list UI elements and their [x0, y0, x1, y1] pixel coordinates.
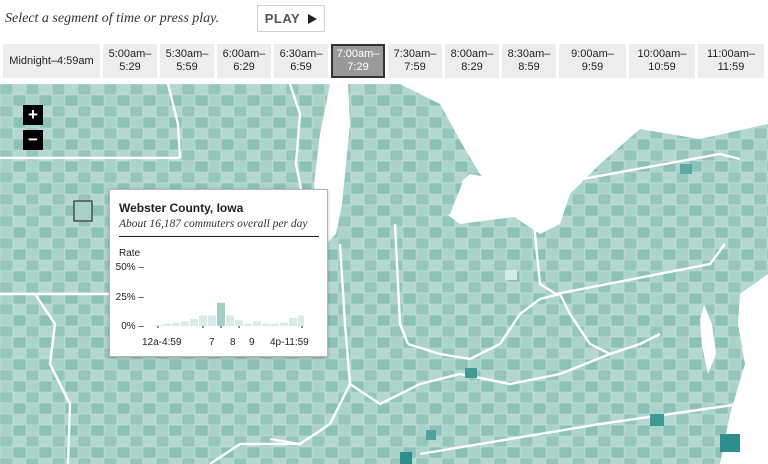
- time-segment-midnight[interactable]: Midnight–4:59am: [3, 44, 100, 78]
- chart-rate-label: Rate: [119, 248, 141, 259]
- histogram-bar: [181, 321, 189, 326]
- histogram-bar: [217, 302, 225, 326]
- histogram-bar: [190, 319, 198, 326]
- tooltip-commuters: About 16,187 commuters overall per day: [119, 218, 308, 230]
- time-segment-1100[interactable]: 11:00am– 11:59: [698, 44, 764, 78]
- time-segment-530[interactable]: 5:30am– 5:59: [160, 44, 214, 78]
- histogram-bar: [163, 323, 171, 326]
- time-segment-1000[interactable]: 10:00am– 10:59: [629, 44, 695, 78]
- lake-erie: [444, 174, 540, 224]
- time-segment-600[interactable]: 6:00am– 6:29: [217, 44, 271, 78]
- x-label-early: 12a-4:59: [142, 337, 182, 348]
- time-segment-900[interactable]: 9:00am– 9:59: [559, 44, 626, 78]
- x-label-8: 8: [230, 337, 236, 348]
- y-tick-25: 25% –: [115, 292, 144, 303]
- tooltip-divider: [119, 236, 319, 237]
- y-tick-0: 0% –: [121, 321, 144, 332]
- state-borders: [0, 84, 741, 464]
- x-label-7: 7: [209, 337, 215, 348]
- tooltip-county-name: Webster County, Iowa: [119, 201, 244, 215]
- selected-county-outline[interactable]: [73, 200, 93, 222]
- histogram-bar: [262, 323, 270, 326]
- histogram-bar: [208, 315, 216, 326]
- chesapeake-bay: [700, 304, 716, 374]
- histogram-bar: [271, 323, 279, 326]
- time-segment-bar: Midnight–4:59am 5:00am– 5:29 5:30am– 5:59 …: [3, 44, 764, 78]
- time-segment-830[interactable]: 8:30am– 8:59: [502, 44, 556, 78]
- county-tooltip: Webster County, Iowa About 16,187 commut…: [109, 189, 328, 357]
- time-segment-730[interactable]: 7:30am– 7:59: [388, 44, 442, 78]
- histogram-bar: [199, 315, 207, 326]
- atlantic-ocean: [720, 274, 768, 464]
- histogram-bar: [298, 315, 304, 326]
- histogram-bar: [226, 315, 234, 326]
- play-label: PLAY: [264, 11, 301, 26]
- time-segment-500[interactable]: 5:00am– 5:29: [103, 44, 157, 78]
- histogram-bar: [244, 323, 252, 326]
- zoom-out-button[interactable]: −: [23, 130, 43, 150]
- y-tick-50: 50% –: [115, 262, 144, 273]
- histogram-chart: [154, 302, 304, 328]
- great-lakes-north: [400, 84, 768, 234]
- histogram-bar: [289, 317, 297, 326]
- zoom-in-button[interactable]: +: [23, 105, 43, 125]
- x-label-late: 4p-11:59: [270, 337, 309, 348]
- time-segment-700-active[interactable]: 7:00am– 7:29: [331, 44, 385, 78]
- time-segment-630[interactable]: 6:30am– 6:59: [274, 44, 328, 78]
- instruction-text: Select a segment of time or press play.: [5, 11, 220, 26]
- histogram-bar: [280, 322, 288, 326]
- histogram-bar: [253, 321, 261, 326]
- time-segment-800[interactable]: 8:00am– 8:29: [445, 44, 499, 78]
- highlighted-counties[interactable]: [400, 164, 740, 464]
- x-label-9: 9: [249, 337, 255, 348]
- play-button[interactable]: PLAY: [257, 5, 325, 32]
- histogram-bar: [172, 322, 180, 326]
- play-icon: [308, 13, 318, 24]
- histogram-bar: [154, 324, 162, 326]
- michigan-land[interactable]: [348, 94, 462, 226]
- histogram-bar: [235, 320, 243, 326]
